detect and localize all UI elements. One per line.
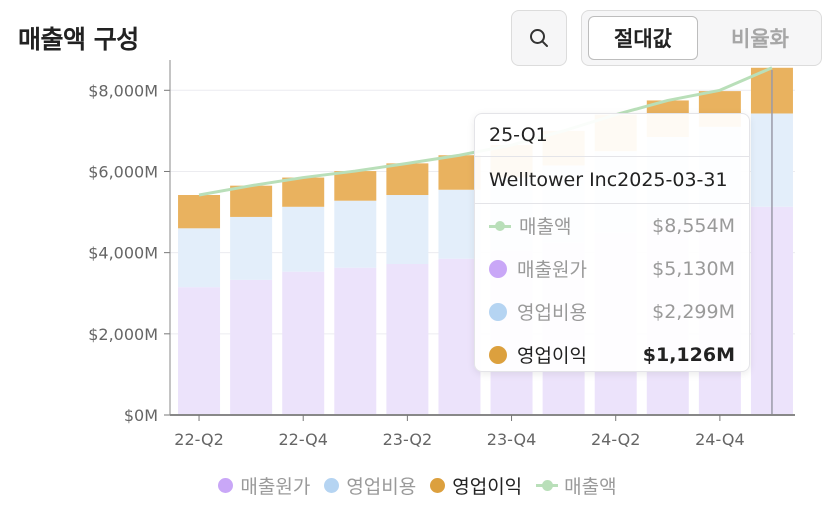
legend-cost-dot-icon <box>218 478 234 493</box>
legend-label: 매출원가 <box>240 476 311 498</box>
tooltip-label: 매출액 <box>519 216 572 238</box>
opex-bar-segment <box>178 228 221 288</box>
tooltip-row-cost: 매출원가 $5,130M <box>475 247 749 290</box>
tooltip-value: $8,554M <box>652 214 735 237</box>
opex-bar-segment <box>334 200 377 268</box>
legend-label: 영업비용 <box>346 476 417 498</box>
search-icon <box>530 29 548 47</box>
tooltip-value: $1,126M <box>642 343 735 366</box>
x-tick-label: 23-Q4 <box>487 430 537 449</box>
tooltip-entity: Welltower Inc2025-03-31 <box>475 157 749 204</box>
legend-opex-dot-icon <box>324 478 340 493</box>
legend-income-dot-icon <box>430 478 446 493</box>
cost-bar-segment <box>438 258 481 415</box>
legend-item-opex[interactable]: 영업비용 <box>324 472 416 499</box>
opex-bar-segment <box>438 189 481 259</box>
legend-item-income[interactable]: 영업이익 <box>430 472 522 499</box>
opex-bar-segment <box>230 216 273 280</box>
income-bar-segment <box>230 185 273 217</box>
tooltip-period: 25-Q1 <box>475 114 749 157</box>
tooltip-row-income: 영업이익 $1,126M <box>475 333 749 376</box>
search-button[interactable] <box>511 10 567 66</box>
opex-bar-segment <box>282 206 325 272</box>
tooltip-row-opex: 영업비용 $2,299M <box>475 290 749 333</box>
chart-title: 매출액 구성 <box>18 25 139 54</box>
x-tick-label: 24-Q4 <box>695 430 745 449</box>
toggle-absolute[interactable]: 절대값 <box>588 16 698 60</box>
income-bar-segment <box>178 195 221 229</box>
tooltip-label: 매출원가 <box>517 259 587 281</box>
chart-legend: 매출원가 영업비용 영업이익 매출액 <box>0 472 835 499</box>
cost-bar-segment <box>230 279 273 415</box>
y-tick-label: $8,000M <box>88 81 158 100</box>
cost-dot-icon <box>489 259 507 278</box>
tooltip-value: $2,299M <box>652 300 735 323</box>
x-tick-label: 24-Q2 <box>591 430 641 449</box>
revenue-line-icon <box>489 217 511 235</box>
cost-bar-segment <box>282 271 325 415</box>
legend-revenue-line-icon <box>536 478 559 493</box>
y-tick-label: $0M <box>124 406 158 425</box>
cost-bar-segment <box>334 267 377 415</box>
income-bar-segment <box>334 171 377 201</box>
income-bar-segment <box>282 177 325 207</box>
income-bar-segment <box>438 155 481 190</box>
tooltip-value: $5,130M <box>652 257 735 280</box>
income-dot-icon <box>489 345 507 364</box>
view-mode-toggle: 절대값 비율화 <box>581 10 822 66</box>
tooltip-row-revenue: 매출액 $8,554M <box>475 204 749 247</box>
cost-bar-segment <box>386 264 429 415</box>
tooltip-label: 영업이익 <box>517 345 587 367</box>
cost-bar-segment <box>178 287 221 415</box>
y-tick-label: $6,000M <box>88 162 158 181</box>
opex-bar-segment <box>386 195 429 265</box>
chart-tooltip: 25-Q1 Welltower Inc2025-03-31 매출액 $8,554… <box>474 113 750 372</box>
legend-item-revenue[interactable]: 매출액 <box>536 472 617 499</box>
income-bar-segment <box>386 163 429 196</box>
opex-dot-icon <box>489 302 507 321</box>
x-tick-label: 22-Q2 <box>174 430 224 449</box>
y-tick-label: $2,000M <box>88 325 158 344</box>
tooltip-label: 영업비용 <box>517 302 587 324</box>
legend-label: 매출액 <box>564 476 617 498</box>
toggle-ratio[interactable]: 비율화 <box>731 27 789 51</box>
legend-item-cost[interactable]: 매출원가 <box>218 472 310 499</box>
x-tick-label: 22-Q4 <box>278 430 328 449</box>
y-tick-label: $4,000M <box>88 244 158 263</box>
legend-label: 영업이익 <box>452 476 523 498</box>
x-tick-label: 23-Q2 <box>383 430 433 449</box>
